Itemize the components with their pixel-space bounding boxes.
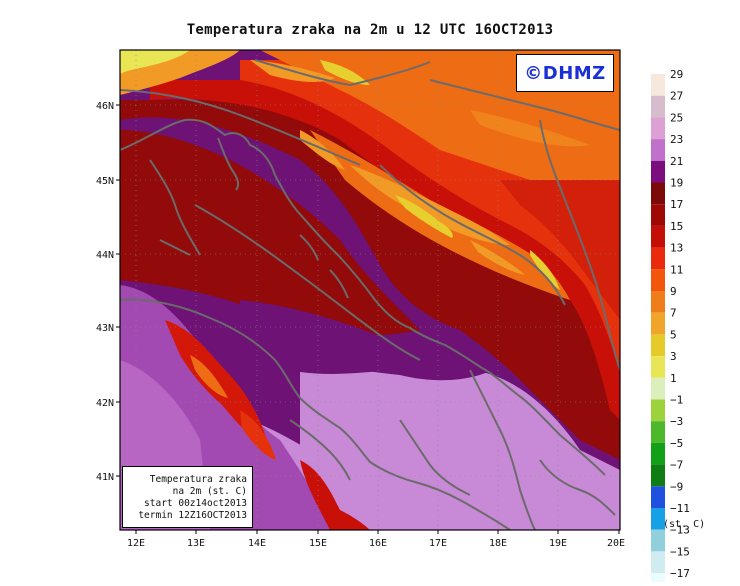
info-line: na 2m (st. C): [172, 486, 247, 497]
legend-label: 27: [670, 90, 683, 103]
lat-label: 45N: [96, 176, 114, 187]
legend-swatch: [651, 421, 665, 443]
legend-label: −15: [670, 545, 690, 558]
legend-label: −5: [670, 437, 683, 450]
lon-label: 17E: [429, 538, 447, 549]
legend-swatch: [651, 442, 665, 465]
lon-label: 12E: [127, 538, 145, 549]
legend-swatch: [651, 529, 665, 552]
legend-label: 7: [670, 307, 677, 320]
legend-swatch: [651, 247, 665, 270]
legend-swatch: [651, 573, 665, 586]
legend-swatch: [651, 74, 665, 96]
info-line: start 00z14oct2013: [144, 498, 247, 509]
info-line: termin 12Z16OCT2013: [138, 510, 247, 521]
dhmz-logo: ©DHMZ: [516, 54, 614, 92]
lat-label: 41N: [96, 472, 114, 483]
lat-label: 46N: [96, 101, 114, 112]
legend-swatch: [651, 334, 665, 357]
legend-swatch: [651, 117, 665, 140]
legend-swatch: [651, 204, 665, 226]
legend-label: 29: [670, 68, 683, 81]
legend-swatch: [651, 225, 665, 248]
lon-label: 16E: [369, 538, 387, 549]
lon-label: 19E: [549, 538, 567, 549]
legend-swatch: [651, 508, 665, 530]
legend-swatch: [651, 464, 665, 487]
legend-label: 5: [670, 328, 677, 341]
legend-label: 11: [670, 263, 683, 276]
legend-label: −1: [670, 394, 683, 407]
lon-label: 15E: [309, 538, 327, 549]
legend-swatch: [651, 377, 665, 400]
lat-label: 43N: [96, 323, 114, 334]
legend-swatch: [651, 356, 665, 378]
lat-label: 44N: [96, 250, 114, 261]
info-box: Temperatura zraka na 2m (st. C) start 00…: [122, 466, 253, 528]
legend-label: 25: [670, 111, 683, 124]
lon-label: 18E: [489, 538, 507, 549]
legend-label: −9: [670, 480, 683, 493]
legend-label: 21: [670, 155, 683, 168]
gridlines: [120, 50, 620, 530]
legend-label: −13: [670, 524, 690, 537]
legend-swatch: [651, 139, 665, 161]
legend-swatch: [651, 269, 665, 291]
color-legend: 29 27 25 23 21 19 17 15 13 11 9 7 5 3 1 −1 −3 −5 −7 −9 −11 −1…: [651, 68, 690, 586]
legend-label: 1: [670, 372, 677, 385]
legend-swatch: [651, 399, 665, 422]
legend-label: 3: [670, 350, 677, 363]
legend-swatch: [651, 486, 665, 508]
legend-label: 19: [670, 177, 683, 190]
legend-label: −7: [670, 459, 683, 472]
lon-label: 14E: [248, 538, 266, 549]
legend-label: 13: [670, 242, 683, 255]
legend-label: −3: [670, 415, 683, 428]
legend-swatch: [651, 95, 665, 118]
legend-label: 9: [670, 285, 677, 298]
legend-swatch: [651, 160, 665, 183]
temperature-field: [120, 50, 620, 530]
lon-label: 20E: [607, 538, 625, 549]
lon-label: 13E: [187, 538, 205, 549]
legend-swatch: [651, 182, 665, 205]
legend-label: 23: [670, 133, 683, 146]
info-line: Temperatura zraka: [149, 474, 247, 485]
legend-swatch: [651, 312, 665, 335]
map-title: Temperatura zraka na 2m u 12 UTC 16OCT20…: [186, 22, 554, 38]
legend-swatch: [651, 551, 665, 574]
map-frame: [119, 49, 621, 531]
lat-label: 42N: [96, 398, 114, 409]
legend-label: 17: [670, 198, 683, 211]
legend-label: 15: [670, 220, 683, 233]
legend-swatch: [651, 291, 665, 313]
legend-unit: (st. C): [663, 519, 706, 530]
coastlines: [120, 59, 620, 530]
legend-label: −11: [670, 502, 690, 515]
legend-label: −17: [670, 567, 690, 580]
